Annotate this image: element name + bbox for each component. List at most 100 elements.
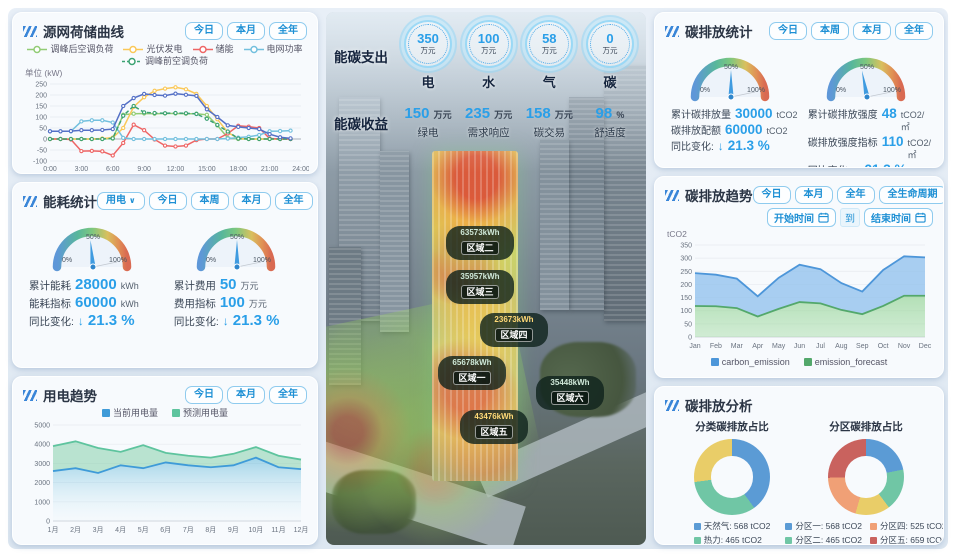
legend-chip-icon — [785, 536, 793, 544]
expense-name: 碳 — [603, 75, 617, 90]
right-column: 碳排放统计 今日 本周 本月 全年 50% 0% 100% 累计碳排放量 30000 tCO2 碳… — [654, 12, 944, 545]
stat-label: 同比变化: — [808, 162, 851, 167]
legend-item[interactable]: 预测用电量 — [172, 406, 228, 419]
time-filter-button[interactable]: 全年 — [269, 385, 307, 405]
time-filter-button[interactable]: 本月 — [227, 21, 265, 41]
time-filter-button[interactable]: 本月 — [227, 385, 265, 405]
svg-text:0: 0 — [43, 137, 47, 144]
time-filter-button[interactable]: 本月 — [232, 191, 271, 211]
svg-text:11月: 11月 — [271, 526, 285, 534]
zone-label[interactable]: 63573kWh 区域二 — [446, 226, 514, 260]
svg-text:0: 0 — [46, 519, 50, 526]
legend-item[interactable]: carbon_emission — [710, 357, 790, 367]
trees — [332, 470, 416, 535]
panel-usage-trend: 用电趋势 今日 本月 全年 当前用电量 预测用电量 0 1000 2000 3000 4000… — [12, 376, 318, 545]
svg-text:4000: 4000 — [34, 442, 50, 449]
donut-legend-item: 分区二: 465 tCO2 — [785, 534, 862, 544]
stat-unit: tCO2/㎡ — [907, 138, 931, 160]
income-value-line: 98 % — [582, 105, 638, 123]
time-filter-button[interactable]: 全年 — [274, 191, 313, 211]
stat-unit: kWh — [120, 281, 139, 291]
zone-name: 区域三 — [461, 285, 499, 299]
down-arrow-icon: ↓ — [854, 163, 860, 167]
expense-circle: 58 万元 — [525, 20, 574, 68]
expense-value: 100 — [477, 31, 500, 46]
curve-legend: 调峰后空调负荷 光伏发电 储能 电网功率调峰前空调负荷 — [23, 43, 307, 67]
legend-item[interactable]: 当前用电量 — [101, 406, 158, 419]
income-value-line: 158 万元 — [521, 105, 577, 123]
y-axis-unit-label: 单位 (kW) — [25, 68, 63, 78]
zone-name: 区域一 — [453, 371, 491, 385]
time-filter-button[interactable]: 本月 — [853, 21, 891, 41]
zone-label[interactable]: 65678kWh 区域一 — [438, 356, 506, 390]
time-filter-button[interactable]: 本周 — [811, 21, 849, 41]
energy-type-dropdown[interactable]: 用电 ∨ — [97, 191, 145, 211]
legend-item[interactable]: 调峰前空调负荷 — [121, 55, 208, 67]
zone-label[interactable]: 43476kWh 区域五 — [460, 410, 528, 444]
zone-label[interactable]: 35448kWh 区域六 — [536, 376, 604, 410]
panel-header: 碳排放分析 — [665, 395, 933, 415]
expense-item: 100 万元水 — [461, 20, 517, 91]
svg-text:Mar: Mar — [731, 343, 744, 350]
income-value-line: 235 万元 — [461, 105, 517, 123]
time-filter-button[interactable]: 全年 — [269, 21, 307, 41]
donut-legend-item: 分区五: 659 tCO2 — [870, 534, 943, 544]
category-emission-donut — [694, 439, 770, 515]
end-date-input[interactable]: 结束时间 — [864, 208, 933, 227]
legend-chip-icon — [693, 522, 701, 530]
legend-item[interactable]: 电网功率 — [243, 43, 303, 55]
time-filter-button[interactable]: 今日 — [752, 185, 791, 205]
time-filter-group: 用电 ∨ 今日 本周 本月 全年 — [97, 191, 313, 211]
time-filter-button[interactable]: 今日 — [769, 21, 807, 41]
legend-item[interactable]: emission_forecast — [803, 357, 888, 367]
panel-title: 碳排放趋势 — [665, 185, 753, 205]
income-label: 能碳收益 — [334, 116, 388, 132]
chevron-down-icon: ∨ — [129, 195, 136, 205]
time-filter-button[interactable]: 今日 — [148, 191, 187, 211]
time-filter-button[interactable]: 全年 — [895, 21, 933, 41]
zone-label[interactable]: 23673kWh 区域四 — [480, 313, 548, 347]
gauge-block: 50% 0% 100% 累计费用 50 万元 费用指标 100 万元 同比变化: ↓ 21.3 % — [168, 213, 307, 329]
legend-item[interactable]: 储能 — [192, 43, 234, 55]
zone-label[interactable]: 35957kWh 区域三 — [446, 270, 514, 304]
income-item: 150 万元 绿电 — [400, 105, 456, 140]
expense-name: 电 — [421, 75, 435, 90]
svg-text:200: 200 — [35, 93, 47, 100]
legend-item[interactable]: 光伏发电 — [123, 43, 183, 55]
time-filter-button[interactable]: 本周 — [190, 191, 229, 211]
gauge-block: 50% 0% 100% 累计碳排放强度 48 tCO2/㎡ 碳排放强度指标 110 tCO2/㎡… — [802, 43, 933, 167]
panel-title: 用电趋势 — [23, 385, 97, 405]
start-date-input[interactable]: 开始时间 — [767, 208, 836, 227]
donut-title: 分类碳排放占比 — [695, 421, 769, 433]
income-name: 需求响应 — [467, 127, 510, 139]
stat-label: 同比变化: — [671, 142, 714, 153]
stat-value: 100 — [219, 294, 245, 311]
stat-label: 累计能耗 — [29, 280, 71, 292]
panel-header: 碳排放趋势 今日 本月 全年 全生命周期 — [665, 185, 943, 205]
panel-title: 源网荷储曲线 — [23, 21, 124, 41]
income-name: 舒适度 — [594, 127, 626, 139]
legend-item-label: 调峰前空调负荷 — [144, 56, 208, 66]
donut-title: 分区碳排放占比 — [829, 421, 903, 433]
legend-item[interactable]: 调峰后空调负荷 — [27, 43, 113, 55]
stat-value: 60000 — [725, 122, 763, 137]
time-filter-button[interactable]: 全生命周期 — [878, 185, 943, 205]
panel-header: 碳排放统计 今日 本周 本月 全年 — [665, 21, 933, 41]
time-filter-button[interactable]: 全年 — [836, 185, 875, 205]
svg-text:6:00: 6:00 — [106, 166, 120, 173]
income-item: 235 万元需求响应 — [461, 105, 517, 140]
legend-item-label: emission_forecast — [814, 357, 888, 367]
time-filter-button[interactable]: 今日 — [185, 385, 223, 405]
time-filter-button[interactable]: 今日 — [185, 21, 223, 41]
legend-item-label: 光伏发电 — [146, 44, 183, 54]
panel-title-text: 碳排放统计 — [685, 25, 753, 40]
svg-text:15:00: 15:00 — [198, 166, 216, 173]
svg-text:24:00: 24:00 — [292, 166, 309, 173]
stat-row: 碳排放配额 60000 tCO2 — [665, 122, 796, 137]
legend-chip-icon — [693, 536, 701, 544]
svg-text:50%: 50% — [724, 64, 738, 71]
expense-value: 58 — [542, 31, 557, 46]
time-filter-button[interactable]: 本月 — [794, 185, 833, 205]
